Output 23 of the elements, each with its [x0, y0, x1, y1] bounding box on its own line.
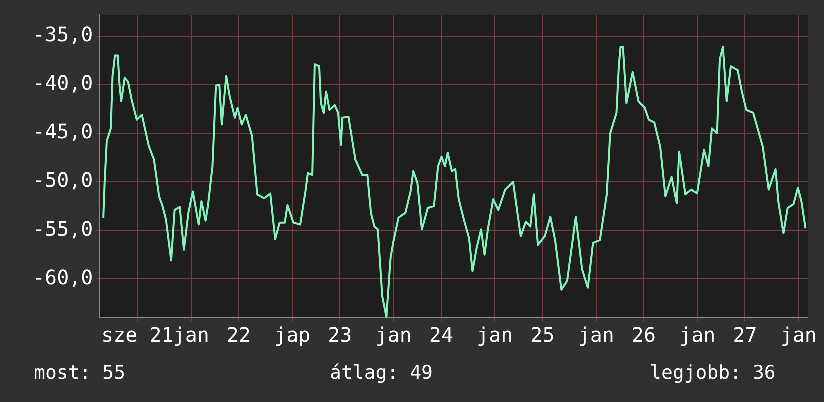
y-tick-label: -55,0 — [32, 216, 94, 241]
y-tick-label: -35,0 — [32, 22, 94, 47]
text: most: 55 — [34, 362, 126, 384]
x-tick-label: jan — [780, 323, 817, 348]
x-tick-label: 25 — [530, 323, 555, 348]
x-tick-label: 23 — [328, 323, 352, 348]
x-tick-label: 24 — [429, 323, 454, 348]
y-tick-label: -50,0 — [32, 168, 94, 192]
x-tick-label: jan — [680, 323, 716, 348]
text: átlag: 49 — [330, 362, 433, 384]
x-tick-label: jan — [578, 323, 614, 348]
y-tick-label: -40,0 — [32, 71, 94, 96]
x-tick-label: 27 — [733, 323, 758, 348]
x-tick-label: jan — [477, 323, 514, 348]
x-tick-label: 22 — [226, 323, 251, 348]
text: legjobb: 36 — [650, 362, 776, 384]
x-tick-label: jan — [173, 323, 210, 348]
y-tick-label: -45,0 — [32, 120, 94, 144]
x-tick-label: 26 — [632, 323, 656, 348]
x-tick-label: jap — [274, 323, 311, 348]
y-tick-label: -60,0 — [32, 265, 94, 290]
x-tick-label: sze 21 — [102, 323, 174, 348]
x-tick-label: jan — [376, 323, 412, 348]
